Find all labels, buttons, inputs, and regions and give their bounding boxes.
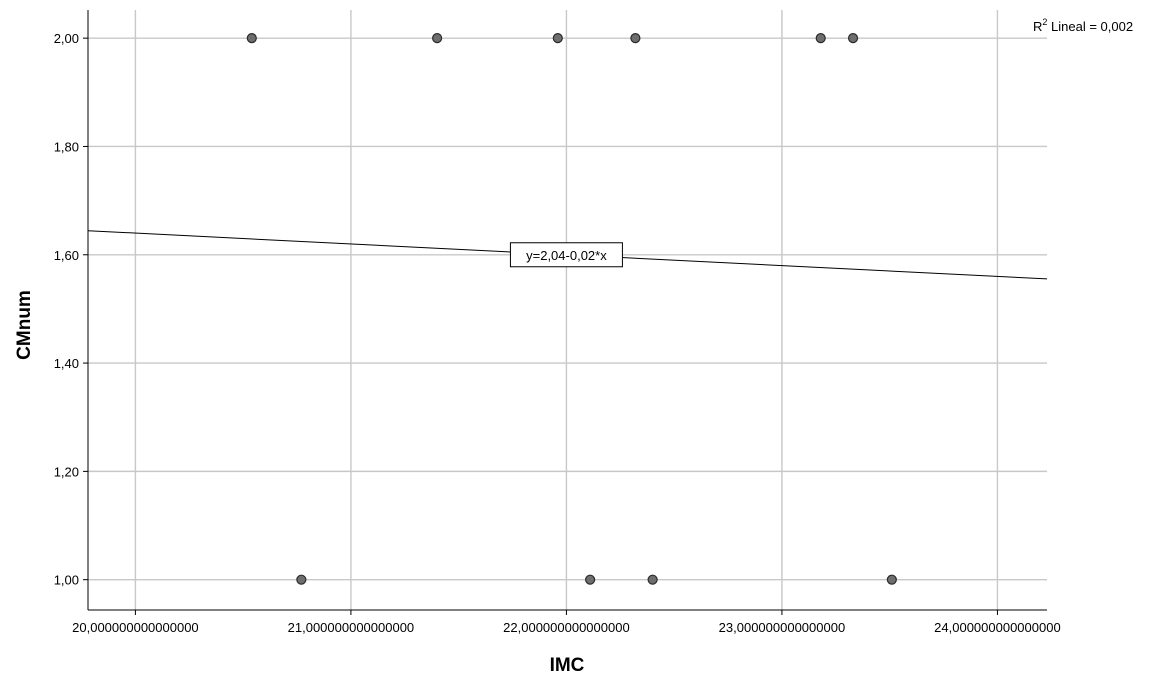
y-axis-title: CMnum — [14, 290, 35, 360]
y-tick-label: 1,80 — [54, 139, 79, 154]
y-tick-label: 2,00 — [54, 31, 79, 46]
x-axis-title: IMC — [550, 655, 585, 676]
data-point — [630, 33, 641, 44]
fit-equation-box — [509, 242, 623, 268]
y-tick-labels: 1,00 1,20 1,40 1,60 1,80 2,00 — [54, 31, 79, 588]
x-tick-labels: 20,000000000000000 21,000000000000000 22,0… — [72, 620, 1061, 635]
x-tick-label: 20,000000000000000 — [72, 620, 199, 635]
axes — [83, 10, 1047, 615]
r2-superscript: 2 — [1042, 17, 1047, 27]
y-tick-label: 1,00 — [54, 573, 79, 588]
data-point — [647, 574, 658, 585]
y-tick-label: 1,60 — [54, 248, 79, 263]
data-point — [815, 33, 826, 44]
data-point — [296, 574, 307, 585]
grid-lines — [88, 10, 1047, 610]
data-points — [246, 33, 897, 585]
x-tick-label: 21,000000000000000 — [288, 620, 415, 635]
x-tick-label: 24,000000000000000 — [934, 620, 1061, 635]
r2-prefix: R — [1033, 19, 1042, 34]
r2-legend: R2 Lineal = 0,002 — [1033, 17, 1133, 34]
y-tick-label: 1,20 — [54, 464, 79, 479]
data-point — [552, 33, 563, 44]
x-tick-label: 23,000000000000000 — [719, 620, 846, 635]
data-point — [432, 33, 443, 44]
x-tick-label: 22,000000000000000 — [503, 620, 630, 635]
data-point — [585, 574, 596, 585]
data-point — [847, 33, 859, 44]
fit-equation-label: y=2,04-0,02*x — [526, 248, 607, 263]
fit-line-group: y=2,04-0,02*x — [87, 230, 1048, 280]
r2-text: Lineal = 0,002 — [1047, 19, 1133, 34]
y-tick-label: 1,40 — [54, 356, 79, 371]
data-point — [886, 574, 897, 585]
data-point — [246, 33, 257, 44]
